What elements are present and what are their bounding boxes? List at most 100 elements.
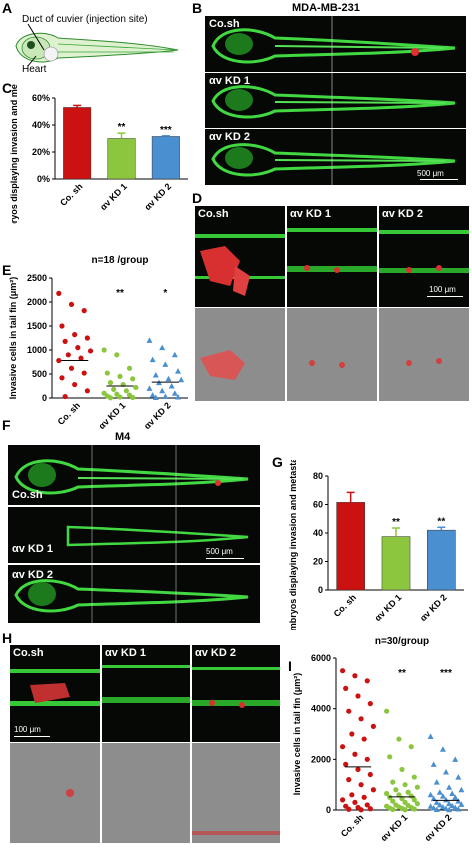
data-point	[175, 368, 182, 374]
data-point	[458, 801, 465, 807]
data-point	[355, 693, 361, 699]
data-point	[358, 782, 364, 788]
data-point	[367, 771, 373, 778]
data-point	[117, 373, 123, 379]
data-point	[84, 335, 90, 341]
data-point	[387, 794, 393, 800]
y-axis-label: Invasive cells in tail fin (μm²)	[8, 277, 18, 400]
data-point	[152, 394, 159, 401]
data-point	[390, 779, 396, 785]
micrograph-h-kd2-fluor: αv KD 2	[192, 645, 280, 742]
data-point	[364, 756, 370, 762]
y-tick-label: 20	[313, 557, 323, 567]
y-tick-label: 2000	[27, 297, 47, 307]
chart-i: 0 2000 4000 6000 Invasive cells in tail fin …	[292, 636, 468, 843]
data-point	[81, 308, 87, 314]
data-point	[436, 801, 443, 808]
data-point	[427, 733, 434, 740]
cell-line-title-m4: M4	[115, 431, 131, 443]
data-point	[355, 766, 361, 773]
micrograph-f-kd2: αv KD 2	[8, 565, 260, 623]
significance-label: *	[163, 288, 167, 299]
data-point	[130, 394, 136, 401]
data-point	[162, 361, 169, 367]
panel-label-h: H	[2, 630, 13, 646]
data-point	[364, 802, 370, 808]
data-point	[123, 388, 129, 394]
significance-label: **	[118, 122, 126, 133]
y-tick-label: 1000	[27, 345, 47, 355]
column-label: Co.sh	[198, 208, 229, 220]
row-label: αv KD 2	[12, 569, 53, 581]
data-point	[358, 807, 364, 813]
data-point	[430, 761, 437, 767]
scale-bar-label: 100 μm	[14, 725, 41, 734]
panel-label-d: D	[192, 190, 203, 206]
data-point	[399, 766, 405, 773]
data-point	[159, 344, 166, 351]
data-point	[72, 332, 78, 338]
panel-label-f: F	[2, 417, 11, 433]
data-point	[446, 800, 453, 807]
micrograph-h-kd1-fluor: αv KD 1	[102, 645, 190, 742]
column-label: αv KD 2	[195, 647, 236, 659]
y-tick-label: 500	[32, 369, 47, 379]
data-point	[396, 792, 402, 798]
data-point	[443, 805, 449, 811]
data-point	[384, 790, 390, 797]
panel-label-c: C	[2, 80, 13, 96]
panel-label-a: A	[2, 0, 13, 16]
data-point	[62, 393, 68, 400]
embryo-schematic	[15, 24, 179, 67]
bar	[151, 136, 180, 180]
data-point	[340, 744, 346, 750]
data-point	[171, 351, 178, 358]
data-point	[367, 806, 373, 812]
y-tick-label: 40%	[32, 120, 50, 130]
row-label: Co.sh	[209, 18, 240, 30]
micrograph-b-kd2: αv KD 2 500 μm	[205, 129, 466, 185]
scale-bar-label: 500 μm	[206, 547, 233, 556]
data-point	[84, 388, 90, 394]
data-point	[146, 385, 153, 391]
data-point	[343, 685, 349, 691]
data-point	[352, 799, 358, 805]
data-point	[107, 395, 114, 401]
data-point	[340, 668, 346, 674]
data-point	[72, 381, 78, 388]
micrograph-d-kd1-fluor: αv KD 1	[287, 206, 377, 307]
micrograph-f-cosh: Co.sh	[8, 445, 260, 505]
data-point	[396, 736, 402, 742]
data-point	[346, 806, 352, 812]
data-point	[439, 746, 446, 752]
micrograph-d-cosh-fluor: Co.sh	[195, 206, 285, 307]
heart-label: Heart	[22, 64, 47, 75]
data-point	[352, 673, 358, 679]
y-tick-label: 60%	[32, 93, 50, 103]
data-point	[449, 790, 456, 797]
panel-label-i: I	[288, 658, 292, 674]
micrograph-d-kd1-bright	[287, 308, 377, 401]
data-point	[433, 806, 440, 812]
x-tick-label: αv KD 2	[418, 592, 449, 623]
bar	[107, 138, 136, 180]
data-point	[133, 384, 139, 391]
data-point	[68, 365, 75, 371]
data-point	[130, 376, 136, 382]
micrograph-h-cosh-bright	[10, 743, 100, 843]
data-point	[101, 347, 107, 353]
panel-label-e: E	[2, 262, 12, 278]
data-point	[433, 799, 440, 805]
bar	[381, 536, 411, 591]
x-tick-label: Co. sh	[332, 592, 359, 619]
data-point	[175, 394, 182, 400]
x-tick-label: Co. sh	[58, 181, 85, 208]
column-label: Co.sh	[13, 647, 44, 659]
micrograph-b-cosh: Co.sh	[205, 16, 466, 72]
x-tick-label: Co. sh	[339, 812, 366, 839]
data-point	[367, 701, 373, 707]
micrograph-b-kd1: αv KD 1	[205, 73, 466, 128]
micrograph-h-kd2-bright	[192, 743, 280, 843]
data-point	[446, 806, 453, 813]
data-point	[370, 787, 376, 793]
